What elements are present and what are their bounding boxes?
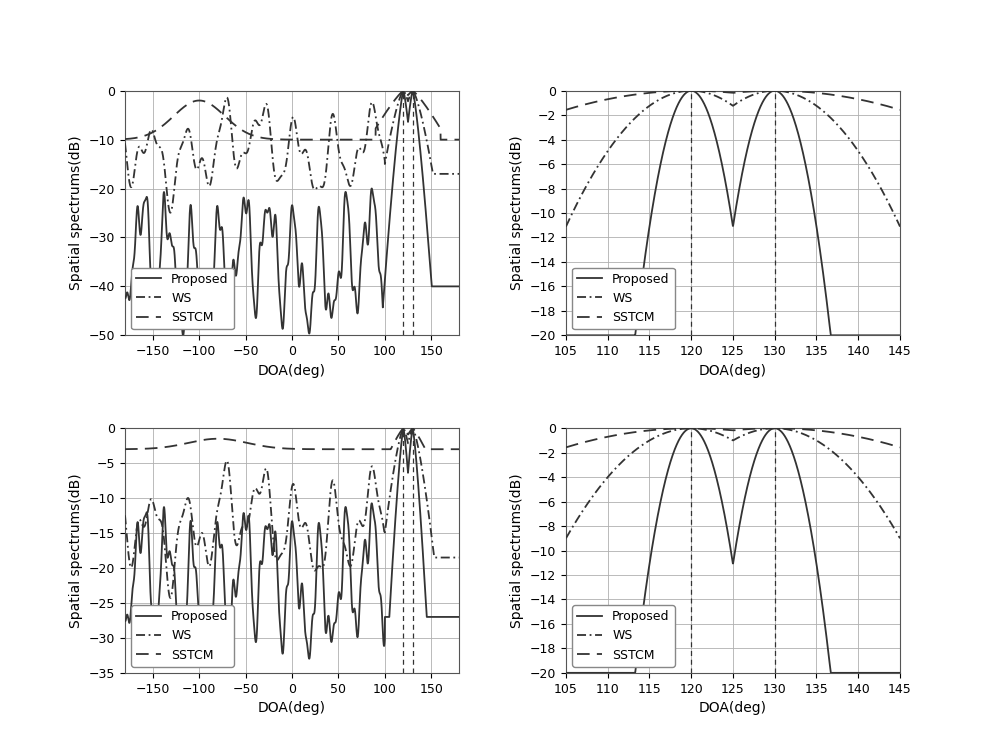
Legend: Proposed, WS, SSTCM: Proposed, WS, SSTCM — [131, 605, 234, 667]
X-axis label: DOA(deg): DOA(deg) — [699, 701, 767, 715]
X-axis label: DOA(deg): DOA(deg) — [258, 701, 326, 715]
Legend: Proposed, WS, SSTCM: Proposed, WS, SSTCM — [572, 605, 675, 667]
Y-axis label: Spatial spectrums(dB): Spatial spectrums(dB) — [69, 473, 83, 628]
Legend: Proposed, WS, SSTCM: Proposed, WS, SSTCM — [572, 268, 675, 329]
Legend: Proposed, WS, SSTCM: Proposed, WS, SSTCM — [131, 268, 234, 329]
Y-axis label: Spatial spectrums(dB): Spatial spectrums(dB) — [69, 135, 83, 290]
Y-axis label: Spatial spectrums(dB): Spatial spectrums(dB) — [510, 473, 524, 628]
X-axis label: DOA(deg): DOA(deg) — [258, 364, 326, 377]
X-axis label: DOA(deg): DOA(deg) — [699, 364, 767, 377]
Y-axis label: Spatial spectrums(dB): Spatial spectrums(dB) — [510, 135, 524, 290]
